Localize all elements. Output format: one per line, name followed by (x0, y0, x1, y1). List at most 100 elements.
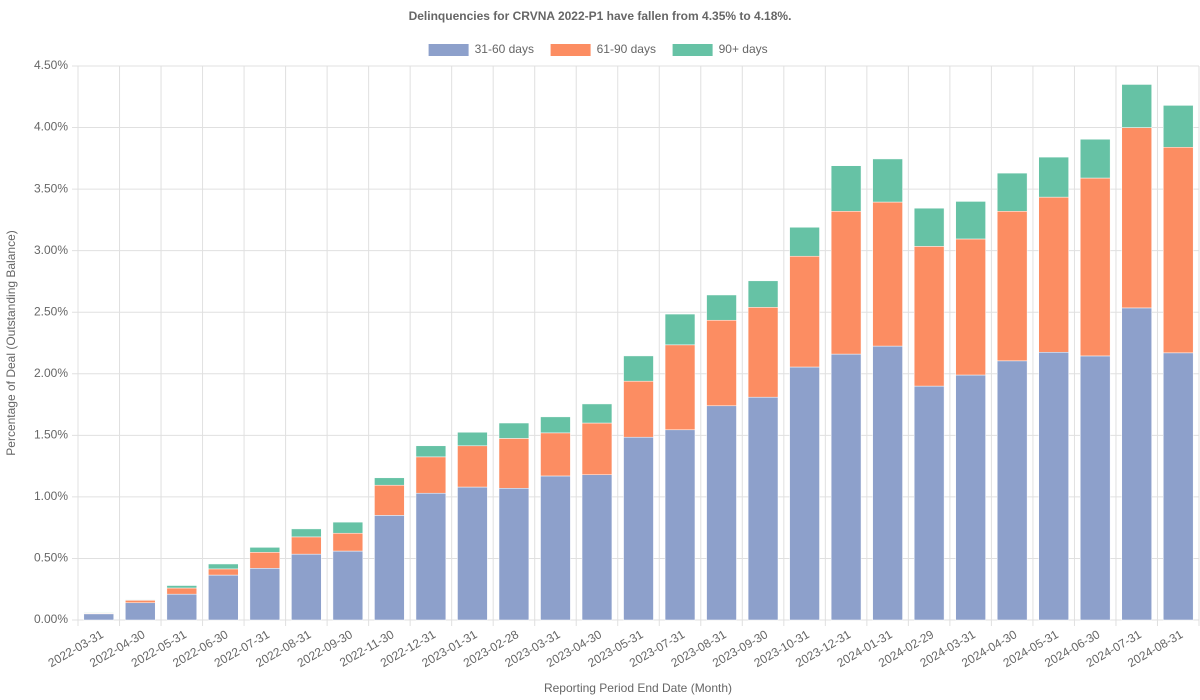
y-tick-label: 4.50% (34, 58, 68, 72)
bar-segment (706, 405, 737, 621)
bar-segment (996, 360, 1028, 621)
bar-segment (1080, 355, 1111, 621)
bar-segment (83, 613, 114, 621)
legend-swatch (672, 44, 713, 56)
bar-segment (166, 593, 197, 621)
bar-segment (249, 568, 281, 621)
bar-segment (830, 211, 862, 355)
bar-segment (913, 207, 945, 247)
bar-segment (872, 158, 903, 203)
bar-segment (1163, 147, 1194, 354)
bar-segment (415, 445, 447, 458)
bar-segment (623, 380, 654, 438)
bar-segment (208, 574, 239, 621)
y-tick-label: 0.50% (34, 551, 68, 565)
bar-segment (415, 492, 447, 621)
bar-segment (955, 201, 986, 240)
legend-label: 90+ days (719, 42, 768, 56)
bar-segment (291, 536, 322, 555)
chart-title: Delinquencies for CRVNA 2022-P1 have fal… (409, 9, 792, 23)
bar-segment (1121, 127, 1152, 309)
legend-swatch (550, 44, 591, 56)
bar-segment (1080, 139, 1111, 179)
bar-segment (498, 422, 530, 439)
bar-segment (498, 488, 530, 621)
bar-segment (747, 396, 779, 621)
bar-segment (706, 294, 737, 321)
bar-segment (332, 521, 364, 534)
bar-segment (457, 432, 488, 447)
legend-label: 61-90 days (597, 42, 656, 56)
y-axis-title: Percentage of Deal (Outstanding Balance) (4, 230, 18, 455)
bar-segment (789, 227, 820, 257)
bar-segment (830, 353, 862, 621)
bar-segment (955, 374, 986, 621)
bar-segment (996, 172, 1028, 212)
bar-segment (291, 553, 322, 621)
y-tick-label: 2.00% (34, 366, 68, 380)
bar-segment (996, 211, 1028, 362)
bar-segment (1080, 177, 1111, 357)
bar-segment (540, 475, 571, 621)
bar-segment (249, 547, 281, 553)
bar-segment (664, 429, 696, 621)
bar-segment (581, 422, 613, 475)
bar-segment (457, 486, 488, 621)
bar-segment (374, 477, 405, 486)
bar-segment (166, 585, 197, 589)
bar-segment (664, 313, 696, 346)
bar-segment (1038, 196, 1069, 353)
legend-swatch (428, 44, 469, 56)
y-tick-label: 1.50% (34, 428, 68, 442)
bar-segment (498, 438, 530, 489)
bar-segment (872, 201, 903, 347)
bar-segment (166, 587, 197, 595)
bar-segment (1163, 105, 1194, 148)
x-axis-title: Reporting Period End Date (Month) (544, 681, 732, 695)
bar-segment (1121, 307, 1152, 621)
y-tick-label: 2.50% (34, 304, 68, 318)
bar-segment (415, 456, 447, 494)
bar-segment (789, 255, 820, 368)
bar-segment (291, 528, 322, 538)
bar-segment (374, 484, 405, 516)
bar-segment (789, 366, 820, 621)
bar-segment (1121, 84, 1152, 128)
bar-segment (913, 246, 945, 387)
bar-segment (332, 550, 364, 621)
bar-segment (581, 403, 613, 424)
bar-segment (913, 385, 945, 621)
bar-segment (249, 552, 281, 569)
bar-segment (332, 532, 364, 552)
y-tick-label: 3.50% (34, 181, 68, 195)
bar-segment (540, 432, 571, 477)
bar-segment (208, 568, 239, 576)
bar-segment (830, 165, 862, 212)
bar-segment (623, 355, 654, 382)
y-tick-label: 3.00% (34, 243, 68, 257)
bar-segment (1163, 352, 1194, 621)
bar-segment (457, 445, 488, 488)
bar-segment (623, 436, 654, 621)
y-tick-label: 4.00% (34, 120, 68, 134)
y-tick-label: 1.00% (34, 489, 68, 503)
legend-label: 31-60 days (475, 42, 534, 56)
bar-segment (125, 599, 156, 601)
bar-segment (664, 344, 696, 431)
bar-segment (1038, 156, 1069, 198)
bar-segment (540, 416, 571, 434)
bar-segment (872, 345, 903, 621)
y-tick-label: 0.00% (34, 612, 68, 626)
bar-segment (374, 515, 405, 621)
bar-segment (955, 238, 986, 376)
bar-segment (747, 307, 779, 398)
bar-segment (747, 280, 779, 308)
bar-segment (1038, 351, 1069, 621)
bar-segment (83, 612, 114, 614)
bar-segment (125, 602, 156, 621)
bar-segment (581, 474, 613, 621)
bar-segment (706, 319, 737, 407)
bar-segment (208, 563, 239, 570)
bar-segment (125, 600, 156, 604)
